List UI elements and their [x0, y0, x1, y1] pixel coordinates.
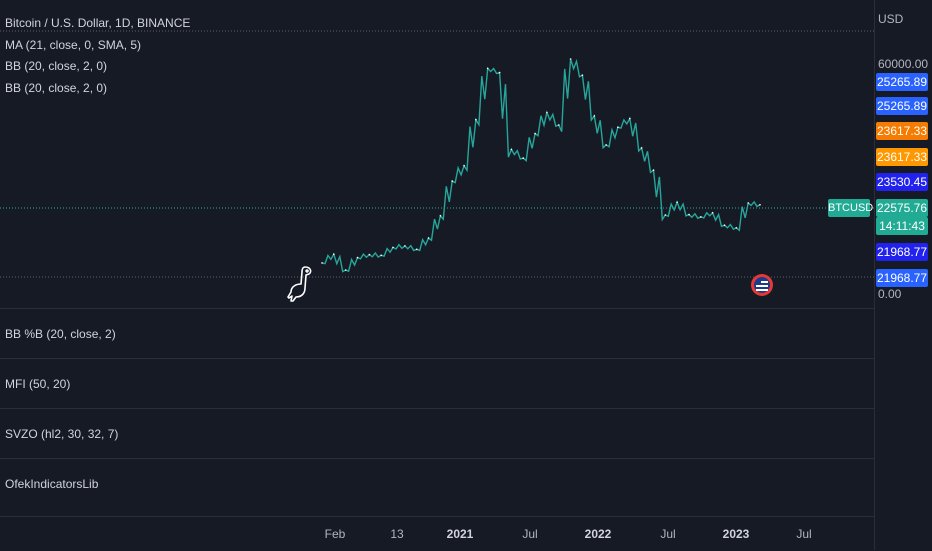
time-tick: 2022 — [584, 527, 612, 541]
price-point — [451, 180, 454, 182]
price-point — [344, 269, 347, 271]
price-point — [617, 126, 619, 128]
pane-ofek-indicators-lib[interactable]: OfekIndicatorsLib — [0, 458, 874, 509]
price-series-line — [321, 58, 761, 273]
legend-indicator-ma[interactable]: MA (21, close, 0, SMA, 5) — [5, 37, 142, 52]
price-point — [688, 213, 690, 216]
price-point — [368, 253, 371, 256]
pane-label[interactable]: SVZO (hl2, 30, 32, 7) — [5, 427, 119, 441]
price-point — [380, 254, 383, 257]
price-point — [463, 164, 465, 167]
price-point — [569, 58, 572, 60]
price-point — [747, 202, 749, 204]
price-point — [629, 117, 631, 120]
time-tick: 13 — [390, 527, 404, 541]
legend-indicator-bb-2[interactable]: BB (20, close, 2, 0) — [5, 80, 108, 95]
main-chart-pane[interactable]: Bitcoin / U.S. Dollar, 1D, BINANCE MA (2… — [0, 0, 874, 308]
symbol-tag[interactable]: BTCUSD — [828, 199, 873, 217]
price-tag-ma-1: 23617.33 — [876, 122, 928, 140]
price-point — [510, 148, 513, 151]
pane-label[interactable]: OfekIndicatorsLib — [5, 477, 99, 491]
us-flag-event-icon[interactable] — [749, 272, 775, 298]
legend-title: Bitcoin / U.S. Dollar, 1D, BINANCE — [5, 16, 191, 30]
time-axis[interactable]: Feb 13 2021 Jul 2022 Jul 2023 Jul — [0, 516, 874, 551]
price-point — [700, 216, 702, 218]
time-tick: Feb — [324, 527, 346, 541]
price-point — [333, 253, 335, 255]
price-point — [558, 124, 560, 126]
dinosaur-icon[interactable] — [285, 264, 315, 304]
price-point — [664, 214, 667, 216]
price-tag-bb-lower-2: 21968.77 — [876, 269, 928, 287]
price-point — [605, 144, 607, 146]
price-point — [652, 169, 655, 171]
price-chart[interactable] — [0, 0, 874, 308]
price-tag-bb-upper-2: 25265.89 — [876, 97, 928, 115]
price-point — [475, 118, 477, 121]
price-point — [593, 115, 596, 117]
price-point — [427, 237, 430, 239]
price-point — [581, 74, 584, 76]
price-point — [640, 147, 643, 149]
price-tag-last: 22575.76 — [876, 199, 928, 217]
time-tick: 2021 — [446, 527, 474, 541]
price-point — [759, 204, 761, 206]
price-tag-ma-2: 23617.33 — [876, 148, 928, 166]
time-tick: Jul — [796, 527, 812, 541]
price-point — [735, 227, 738, 229]
price-point — [534, 132, 536, 135]
axis-bottom-label: 0.00 — [878, 287, 902, 301]
countdown-tag: 14:11:43 — [876, 217, 928, 235]
price-point — [321, 262, 323, 264]
time-tick: Jul — [522, 527, 538, 541]
price-point — [522, 157, 524, 159]
price-point — [439, 215, 442, 217]
price-tag-bb-upper-1: 25265.89 — [876, 73, 928, 91]
time-tick: Jul — [660, 527, 676, 541]
price-tag-bb-lower-1: 21968.77 — [876, 243, 928, 261]
price-point — [546, 111, 548, 114]
price-point — [676, 201, 678, 203]
time-tick: 2023 — [722, 527, 750, 541]
axis-top-label: 60000.00 — [878, 57, 929, 71]
price-point — [415, 248, 418, 251]
pane-label[interactable]: BB %B (20, close, 2) — [5, 327, 116, 341]
price-point — [723, 224, 726, 226]
price-point — [392, 246, 394, 249]
price-point — [498, 71, 501, 74]
price-point — [711, 212, 714, 214]
pane-label[interactable]: MFI (50, 20) — [5, 377, 71, 391]
pane-mfi[interactable]: MFI (50, 20) — [0, 358, 874, 409]
pane-svzo[interactable]: SVZO (hl2, 30, 32, 7) — [0, 408, 874, 459]
axis-currency[interactable]: USD — [878, 12, 904, 26]
price-point — [404, 245, 406, 247]
chart-legend: Bitcoin / U.S. Dollar, 1D, BINANCE MA (2… — [5, 13, 190, 99]
pane-bb-percent-b[interactable]: BB %B (20, close, 2) — [0, 308, 874, 359]
price-point — [486, 67, 489, 70]
price-tag-bb-basis: 23530.45 — [876, 173, 928, 191]
price-point — [356, 256, 359, 259]
legend-indicator-bb-1[interactable]: BB (20, close, 2, 0) — [5, 59, 108, 73]
